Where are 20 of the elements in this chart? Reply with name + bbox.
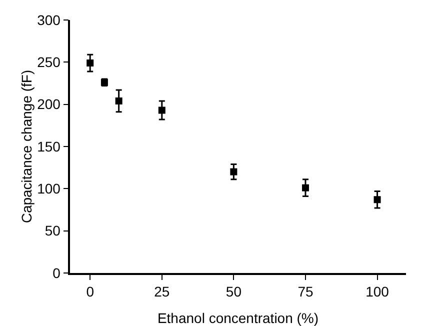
point	[302, 184, 309, 192]
y-tick-label: 250	[37, 54, 61, 70]
x-tick-label: 100	[366, 284, 390, 300]
point	[158, 106, 166, 114]
point	[374, 196, 381, 204]
y-tick-label: 200	[37, 96, 61, 112]
y-tick-label: 0	[52, 264, 61, 281]
point	[86, 60, 94, 67]
y-tick-label: 300	[37, 12, 61, 28]
y-axis-title: Capacitance change (fF)	[18, 70, 34, 224]
x-tick-label: 25	[154, 284, 170, 300]
x-tick-label: 0	[86, 284, 94, 300]
x-axis-title: Ethanol concentration (%)	[157, 310, 319, 326]
y-tick-label: 50	[44, 222, 61, 239]
x-tick-label: 50	[226, 284, 242, 300]
y-tick-label: 150	[37, 138, 61, 154]
point	[230, 168, 238, 176]
y-tick-label: 100	[37, 180, 61, 197]
point	[115, 97, 122, 104]
x-tick-label: 75	[298, 284, 314, 300]
